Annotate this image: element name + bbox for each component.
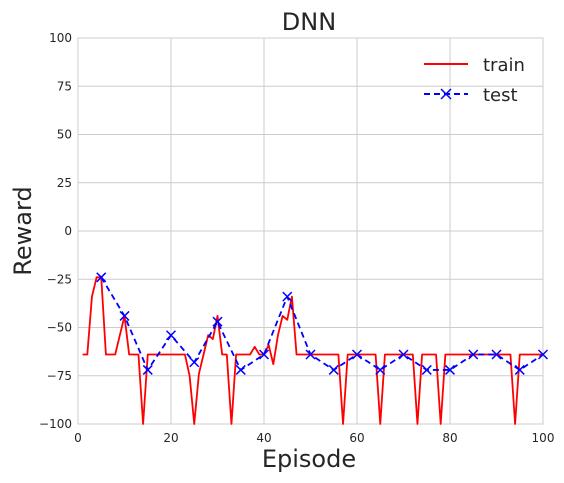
- series-test-point: [212, 316, 223, 327]
- series-test-point: [444, 364, 456, 375]
- y-tick-label: 75: [57, 79, 72, 93]
- x-tick-label: 80: [442, 431, 457, 445]
- series-test-point: [305, 349, 316, 360]
- legend: train test: [424, 55, 525, 106]
- y-tick-label: −50: [47, 321, 72, 335]
- chart-title: DNN: [282, 8, 336, 36]
- series-test-point: [398, 349, 409, 360]
- x-tick-label: 0: [74, 431, 82, 445]
- series-test-point: [258, 349, 270, 360]
- series-test-point: [514, 364, 525, 375]
- y-tick-label: 50: [57, 128, 72, 142]
- y-tick-label: −75: [47, 369, 72, 383]
- series-train-line: [82, 276, 543, 425]
- series-test-point: [537, 349, 549, 360]
- series-test-point: [375, 364, 386, 375]
- series-test-point: [96, 272, 107, 283]
- y-tick-label: 25: [57, 176, 72, 190]
- series-layer: [82, 272, 549, 425]
- series-test-point: [468, 349, 479, 360]
- series-test-point: [142, 364, 153, 375]
- x-tick-label: 60: [349, 431, 364, 445]
- series-test-point: [491, 349, 502, 360]
- x-axis-title: Episode: [262, 445, 356, 473]
- y-tick-label: 0: [64, 224, 72, 238]
- series-test-point: [235, 364, 246, 375]
- y-tick-label: 100: [49, 31, 72, 45]
- legend-train-label: train: [483, 55, 525, 76]
- series-test-point: [328, 364, 339, 375]
- x-tick-label: 40: [256, 431, 271, 445]
- series-test-point: [189, 357, 200, 368]
- x-tick-label: 20: [163, 431, 178, 445]
- series-test-point: [351, 349, 363, 360]
- y-axis-title: Reward: [9, 186, 37, 275]
- plot-frame: [77, 37, 544, 425]
- x-tick-label: 100: [532, 431, 555, 445]
- legend-test-marker: [440, 88, 452, 100]
- y-tick-label: −25: [47, 272, 72, 286]
- series-test-point: [165, 330, 177, 341]
- y-tick-label: −100: [39, 417, 72, 431]
- legend-test-label: test: [483, 85, 518, 106]
- series-test-point: [119, 310, 130, 321]
- series-test-point: [421, 364, 432, 375]
- series-test-point: [282, 291, 293, 302]
- tick-layer: 0 20 40 60 80 100 −100 −75 −50 −25 0 25 50 75 100: [39, 31, 554, 445]
